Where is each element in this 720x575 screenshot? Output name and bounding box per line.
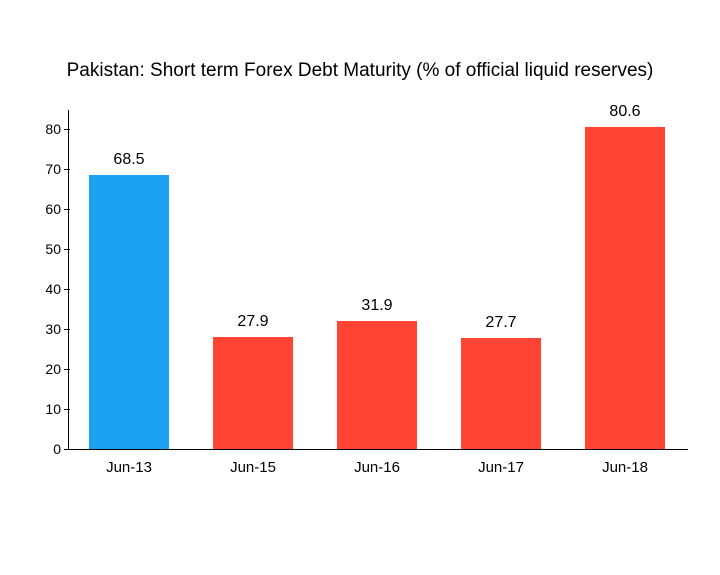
bar-value-label: 27.9 <box>237 313 268 331</box>
y-tick-label: 10 <box>45 401 69 417</box>
x-tick-label: Jun-13 <box>106 459 152 476</box>
bar-value-label: 31.9 <box>361 297 392 315</box>
x-tick-label: Jun-16 <box>354 459 400 476</box>
y-tick-label: 70 <box>45 161 69 177</box>
plot-area: 0102030405060708068.5Jun-1327.9Jun-1531.… <box>68 110 688 450</box>
y-tick-label: 60 <box>45 201 69 217</box>
chart-container: Pakistan: Short term Forex Debt Maturity… <box>20 60 700 500</box>
y-tick-label: 80 <box>45 121 69 137</box>
y-tick-label: 0 <box>53 441 69 457</box>
bar: 31.9 <box>337 321 417 449</box>
y-tick-label: 20 <box>45 361 69 377</box>
bar-value-label: 68.5 <box>113 151 144 169</box>
y-tick-label: 40 <box>45 281 69 297</box>
bar-value-label: 80.6 <box>609 103 640 121</box>
x-tick-label: Jun-17 <box>478 459 524 476</box>
chart-title: Pakistan: Short term Forex Debt Maturity… <box>20 60 700 82</box>
bar: 27.7 <box>461 338 541 449</box>
bar: 27.9 <box>213 337 293 449</box>
y-tick-label: 50 <box>45 241 69 257</box>
bar-value-label: 27.7 <box>485 314 516 332</box>
y-tick-label: 30 <box>45 321 69 337</box>
bar: 68.5 <box>89 175 169 449</box>
x-tick-label: Jun-15 <box>230 459 276 476</box>
bar: 80.6 <box>585 127 665 449</box>
x-tick-label: Jun-18 <box>602 459 648 476</box>
